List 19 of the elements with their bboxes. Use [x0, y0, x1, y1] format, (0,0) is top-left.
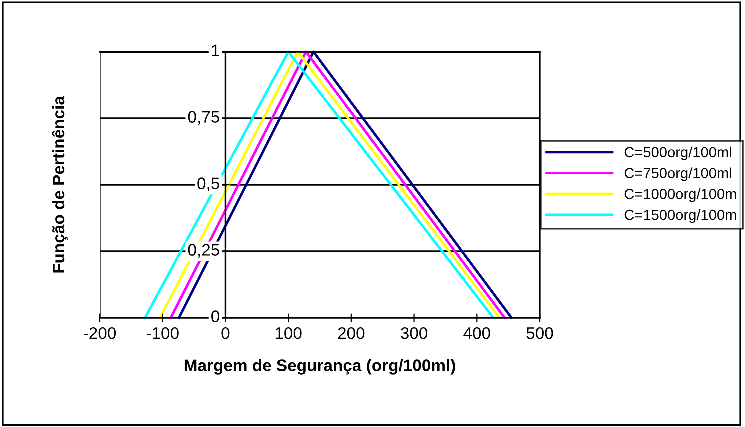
- x-tick-label: 300: [401, 327, 428, 340]
- legend-label: C=500org/100ml: [624, 146, 732, 160]
- x-axis-title: Margem de Segurança (org/100ml): [184, 359, 456, 375]
- legend-label: C=1000org/100m: [624, 188, 736, 202]
- x-tick-label: 100: [276, 327, 302, 340]
- y-tick-label: 0,25: [188, 244, 220, 258]
- y-tick-label: 1: [212, 44, 220, 56]
- y-tick-label: 0,75: [188, 111, 220, 125]
- legend-label: C=750org/100ml: [624, 168, 732, 182]
- y-tick-label: 0: [212, 310, 220, 322]
- x-tick-label: -100: [146, 327, 179, 340]
- x-tick-label: 500: [526, 327, 554, 340]
- x-tick-label: -200: [84, 327, 116, 340]
- y-tick-label: 0,5: [198, 178, 220, 192]
- x-tick-label: 0: [222, 327, 230, 340]
- y-axis-title: Função de Pertinência: [52, 96, 68, 273]
- x-tick-label: 200: [338, 327, 365, 340]
- legend-label: C=1500org/100m: [624, 210, 736, 224]
- x-tick-label: 400: [464, 327, 490, 340]
